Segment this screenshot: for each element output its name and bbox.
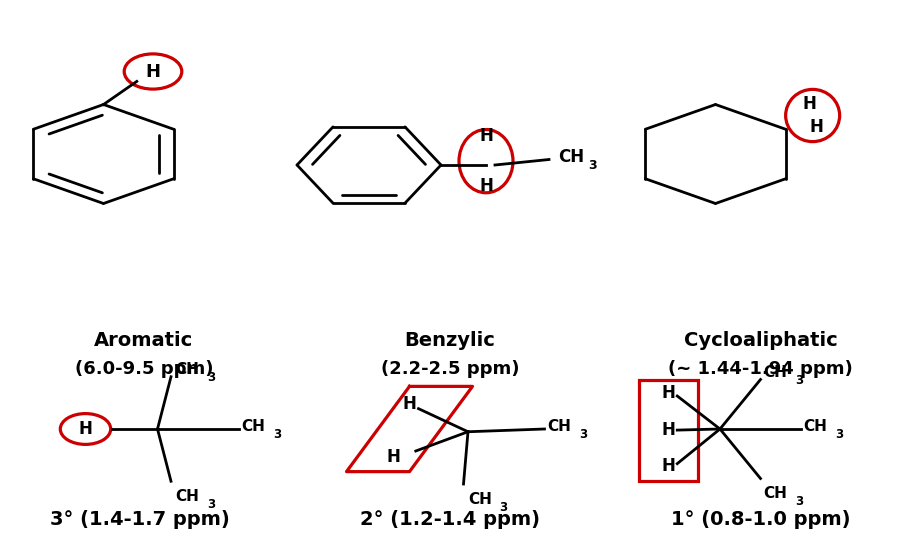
Bar (639, 379, 698, 481)
Text: 3: 3 (207, 498, 215, 511)
Text: H: H (479, 177, 493, 195)
Text: H: H (662, 384, 675, 402)
Text: H: H (386, 448, 400, 465)
Text: (~ 1.44-1.94 ppm): (~ 1.44-1.94 ppm) (668, 360, 853, 377)
Text: H: H (662, 458, 675, 475)
Text: Aromatic: Aromatic (94, 332, 194, 350)
Text: 3: 3 (795, 374, 803, 387)
Text: 1° (0.8-1.0 ppm): 1° (0.8-1.0 ppm) (670, 510, 850, 529)
Text: H: H (662, 421, 675, 439)
Text: 3: 3 (207, 371, 215, 384)
Text: Benzylic: Benzylic (405, 332, 495, 350)
Text: H: H (802, 96, 816, 113)
Text: CH: CH (763, 365, 788, 380)
Text: 2° (1.2-1.4 ppm): 2° (1.2-1.4 ppm) (360, 510, 540, 529)
Text: CH: CH (176, 362, 200, 377)
Text: 3° (1.4-1.7 ppm): 3° (1.4-1.7 ppm) (50, 510, 230, 529)
Text: 3: 3 (795, 495, 803, 508)
Text: H: H (479, 128, 493, 145)
Text: CH: CH (241, 419, 266, 434)
Text: 3: 3 (835, 428, 843, 441)
Text: CH: CH (763, 486, 788, 502)
Text: CH: CH (804, 419, 828, 434)
Text: 3: 3 (579, 428, 587, 441)
Text: CH: CH (558, 148, 584, 166)
Text: 3: 3 (588, 159, 597, 172)
Text: (2.2-2.5 ppm): (2.2-2.5 ppm) (381, 360, 519, 377)
Text: (6.0-9.5 ppm): (6.0-9.5 ppm) (75, 360, 213, 377)
Text: Cycloaliphatic: Cycloaliphatic (684, 332, 837, 350)
Text: H: H (78, 420, 93, 438)
Text: H: H (809, 118, 824, 135)
Text: CH: CH (468, 492, 492, 507)
Text: H: H (146, 63, 160, 80)
Text: 3: 3 (500, 500, 508, 514)
Text: CH: CH (176, 489, 200, 504)
Text: H: H (402, 395, 417, 413)
Text: 3: 3 (273, 428, 281, 441)
Text: CH: CH (547, 419, 572, 434)
